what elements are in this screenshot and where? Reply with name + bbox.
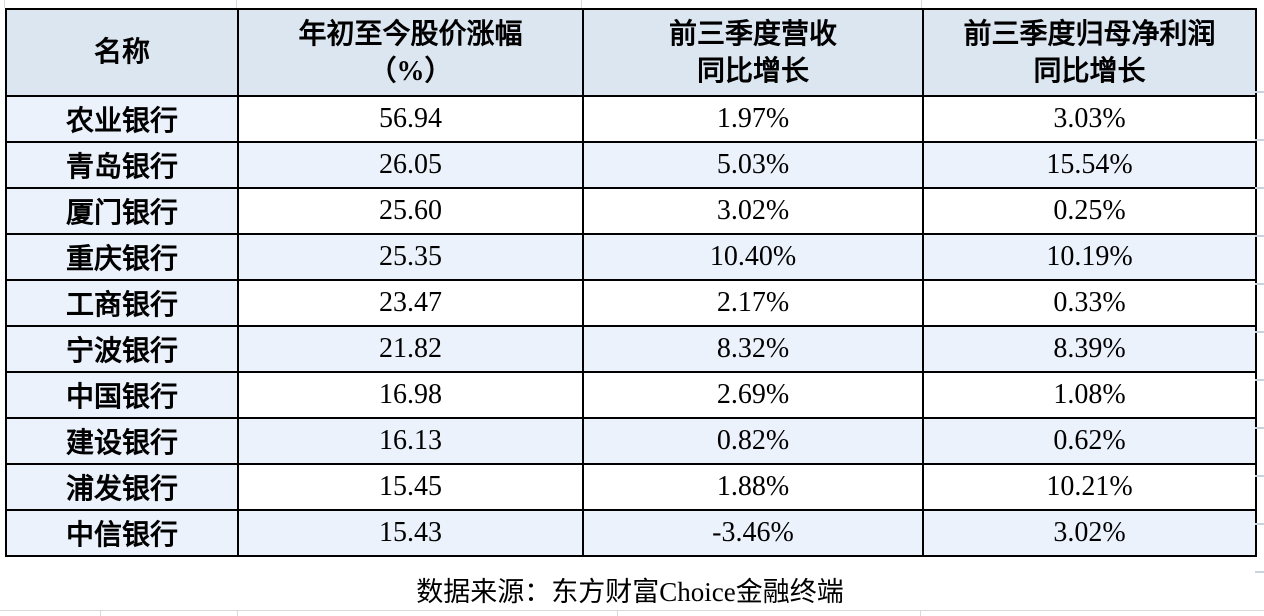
spreadsheet-gridline-right-extensions	[1255, 91, 1264, 575]
net-profit-yoy-cell: 8.39%	[922, 325, 1257, 373]
revenue-yoy-cell: 1.97%	[582, 95, 924, 143]
bank-name-cell: 工商银行	[5, 279, 239, 327]
ytd-price-change-cell: 21.82	[237, 325, 584, 373]
table-row: 浦发银行 15.45 1.88% 10.21%	[5, 463, 1257, 511]
header-label-line2: 同比增长	[696, 55, 809, 87]
spreadsheet-gridline	[921, 0, 922, 8]
revenue-yoy-cell: 0.82%	[582, 417, 924, 465]
net-profit-yoy-cell: 10.19%	[922, 233, 1257, 281]
table-row: 重庆银行 25.35 10.40% 10.19%	[5, 233, 1257, 281]
revenue-yoy-cell: 3.02%	[582, 187, 924, 235]
column-header-net-profit-yoy: 前三季度归母净利润 同比增长	[922, 8, 1257, 97]
bank-name-cell: 农业银行	[5, 95, 239, 143]
header-label-line2: 同比增长	[1033, 55, 1146, 87]
ytd-price-change-cell: 23.47	[237, 279, 584, 327]
table-body: 农业银行 56.94 1.97% 3.03% 青岛银行 26.05 5.03% …	[5, 95, 1257, 557]
table-row: 工商银行 23.47 2.17% 0.33%	[5, 279, 1257, 327]
ytd-price-change-cell: 16.98	[237, 371, 584, 419]
ytd-price-change-cell: 25.35	[237, 233, 584, 281]
bank-name-cell: 宁波银行	[5, 325, 239, 373]
header-label-line1: 前三季度归母净利润	[963, 18, 1216, 50]
bank-name-cell: 中信银行	[5, 509, 239, 557]
bank-name-cell: 青岛银行	[5, 141, 239, 189]
table-row: 青岛银行 26.05 5.03% 15.54%	[5, 141, 1257, 189]
net-profit-yoy-cell: 15.54%	[922, 141, 1257, 189]
net-profit-yoy-cell: 0.25%	[922, 187, 1257, 235]
header-label-line1: 前三季度营收	[668, 18, 837, 50]
table-row: 厦门银行 25.60 3.02% 0.25%	[5, 187, 1257, 235]
revenue-yoy-cell: 2.69%	[582, 371, 924, 419]
column-header-ytd-price-change: 年初至今股价涨幅 （%）	[237, 8, 584, 97]
revenue-yoy-cell: 1.88%	[582, 463, 924, 511]
column-header-name: 名称	[5, 8, 239, 97]
header-label-line2: （%）	[368, 55, 453, 87]
spreadsheet-gridline	[617, 611, 618, 616]
net-profit-yoy-cell: 3.03%	[922, 95, 1257, 143]
bank-name-cell: 厦门银行	[5, 187, 239, 235]
revenue-yoy-cell: -3.46%	[582, 509, 924, 557]
table-row: 宁波银行 21.82 8.32% 8.39%	[5, 325, 1257, 373]
table-row: 中信银行 15.43 -3.46% 3.02%	[5, 509, 1257, 557]
spreadsheet-gridline	[920, 611, 921, 616]
table-row: 中国银行 16.98 2.69% 1.08%	[5, 371, 1257, 419]
spreadsheet-gridline	[581, 0, 582, 8]
table-header: 名称 年初至今股价涨幅 （%） 前三季度营收 同比增长 前三季度归母净利润 同比…	[5, 8, 1257, 97]
bank-name-cell: 中国银行	[5, 371, 239, 419]
revenue-yoy-cell: 8.32%	[582, 325, 924, 373]
column-header-revenue-yoy: 前三季度营收 同比增长	[582, 8, 924, 97]
revenue-yoy-cell: 5.03%	[582, 141, 924, 189]
net-profit-yoy-cell: 0.62%	[922, 417, 1257, 465]
spreadsheet-gridline	[100, 611, 101, 616]
data-source-note: 数据来源：东方财富Choice金融终端	[5, 573, 1255, 610]
table-row: 建设银行 16.13 0.82% 0.62%	[5, 417, 1257, 465]
ytd-price-change-cell: 56.94	[237, 95, 584, 143]
bank-name-cell: 建设银行	[5, 417, 239, 465]
net-profit-yoy-cell: 1.08%	[922, 371, 1257, 419]
net-profit-yoy-cell: 0.33%	[922, 279, 1257, 327]
net-profit-yoy-cell: 10.21%	[922, 463, 1257, 511]
header-label-line1: 年初至今股价涨幅	[298, 18, 523, 50]
spreadsheet-gridline	[236, 0, 237, 8]
bank-name-cell: 重庆银行	[5, 233, 239, 281]
ytd-price-change-cell: 16.13	[237, 417, 584, 465]
spreadsheet-gridline	[4, 0, 5, 8]
table-row: 农业银行 56.94 1.97% 3.03%	[5, 95, 1257, 143]
header-row: 名称 年初至今股价涨幅 （%） 前三季度营收 同比增长 前三季度归母净利润 同比…	[5, 8, 1257, 97]
spreadsheet-gridline	[237, 611, 238, 616]
ytd-price-change-cell: 25.60	[237, 187, 584, 235]
revenue-yoy-cell: 2.17%	[582, 279, 924, 327]
revenue-yoy-cell: 10.40%	[582, 233, 924, 281]
spreadsheet-gridline	[0, 610, 1264, 611]
bank-performance-table: 名称 年初至今股价涨幅 （%） 前三季度营收 同比增长 前三季度归母净利润 同比…	[5, 8, 1257, 557]
ytd-price-change-cell: 15.45	[237, 463, 584, 511]
ytd-price-change-cell: 15.43	[237, 509, 584, 557]
header-label: 名称	[93, 37, 150, 68]
net-profit-yoy-cell: 3.02%	[922, 509, 1257, 557]
ytd-price-change-cell: 26.05	[237, 141, 584, 189]
bank-name-cell: 浦发银行	[5, 463, 239, 511]
